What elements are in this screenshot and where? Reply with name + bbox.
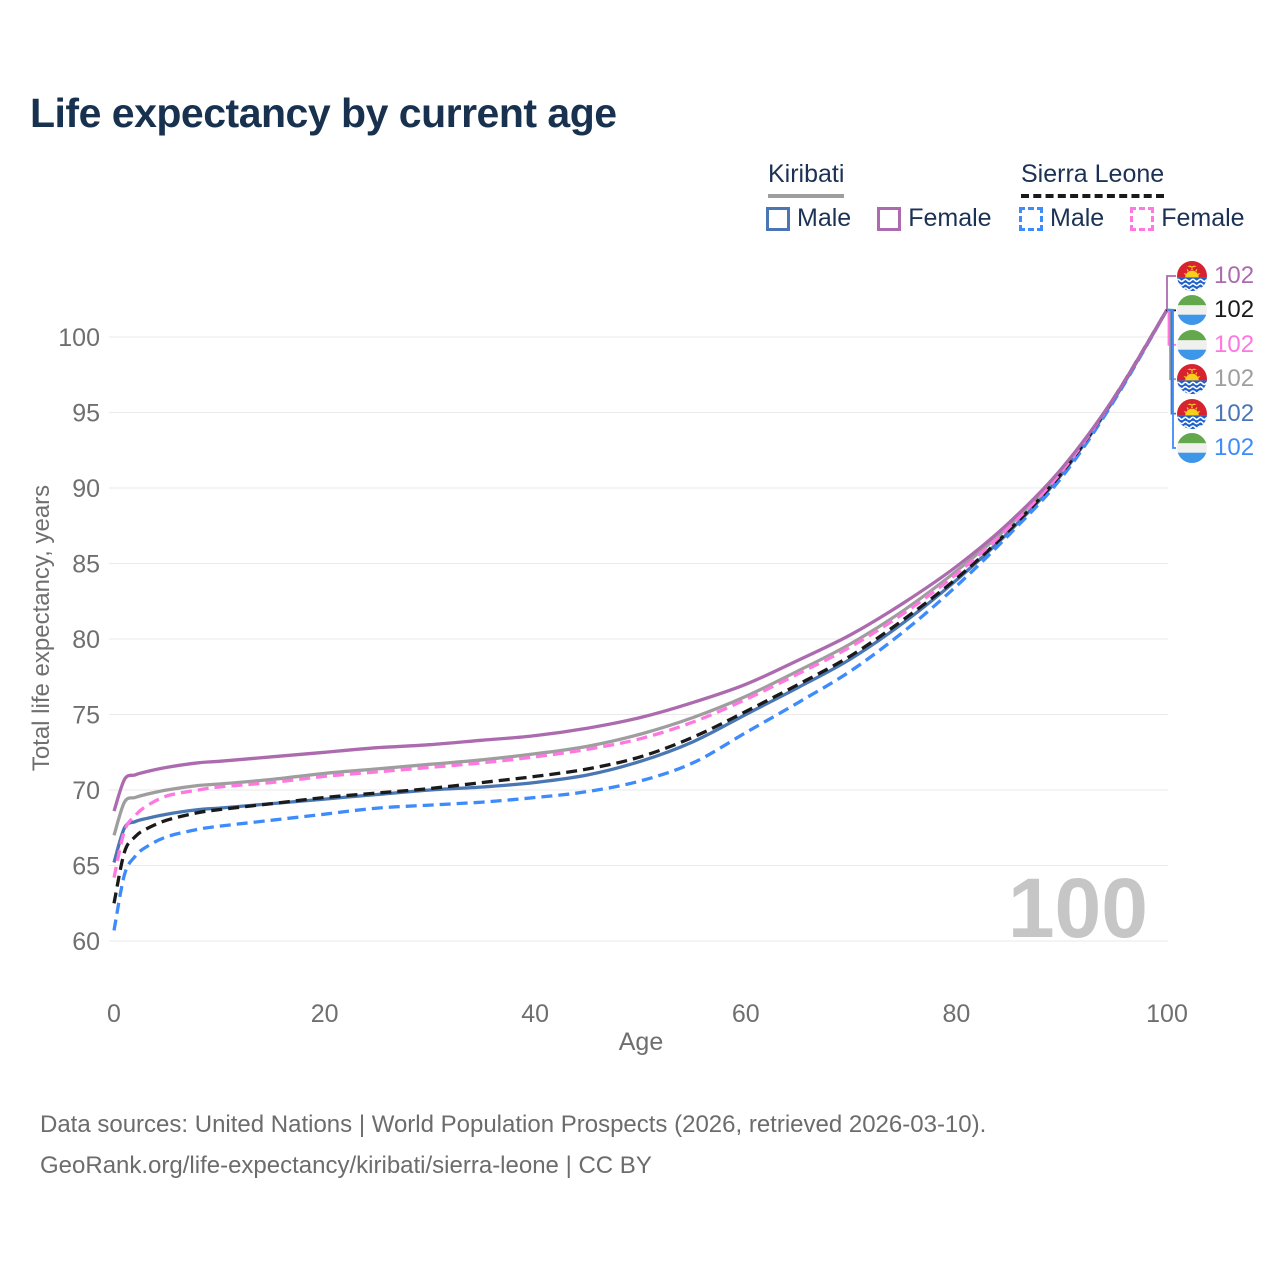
legend-item-label: Female xyxy=(1161,204,1245,232)
legend-item-kiribati-male[interactable]: Male xyxy=(766,204,851,233)
legend-items-sierra-leone: Male Female xyxy=(1019,204,1245,233)
sierra-leone-male-swatch-icon xyxy=(1019,206,1043,231)
end-label-connector-sierra-leone-male xyxy=(1167,308,1176,449)
age-counter-watermark: 100 xyxy=(1007,861,1148,955)
legend-items-kiribati: Male Female xyxy=(766,204,992,233)
legend-group-sierra-leone[interactable]: Sierra Leone xyxy=(1021,160,1165,198)
y-tick-label-65: 65 xyxy=(72,853,100,881)
kiribati-male-swatch-icon xyxy=(766,206,790,231)
y-tick-label-100: 100 xyxy=(58,324,100,352)
y-tick-label-90: 90 xyxy=(72,475,100,503)
legend-item-label: Male xyxy=(1050,204,1105,232)
page-title: Life expectancy by current age xyxy=(30,90,617,136)
y-tick-label-95: 95 xyxy=(72,400,100,428)
legend-item-sierra-leone-female[interactable]: Female xyxy=(1130,204,1245,233)
kiribati-female-swatch-icon xyxy=(877,206,902,231)
legend-item-sierra-leone-male[interactable]: Male xyxy=(1019,204,1104,233)
series-line-kiribati-female[interactable] xyxy=(112,308,1169,812)
x-tick-label-60: 60 xyxy=(732,1000,760,1028)
end-label-connector-kiribati-female xyxy=(1166,275,1176,310)
x-tick-label-80: 80 xyxy=(942,1000,970,1028)
y-tick-label-85: 85 xyxy=(72,551,100,579)
footer-data-sources: Data sources: United Nations | World Pop… xyxy=(40,1111,987,1138)
legend-item-label: Male xyxy=(797,204,852,232)
y-tick-label-80: 80 xyxy=(72,626,100,654)
series-line-sierra-leone-combined[interactable] xyxy=(112,308,1169,904)
series-line-kiribati-male[interactable] xyxy=(112,308,1169,863)
y-tick-label-70: 70 xyxy=(72,777,100,805)
series-line-kiribati-combined[interactable] xyxy=(112,308,1169,836)
x-tick-label-100: 100 xyxy=(1146,1000,1188,1028)
x-axis-label: Age xyxy=(618,1028,664,1056)
legend-item-kiribati-female[interactable]: Female xyxy=(877,204,992,233)
x-tick-label-20: 20 xyxy=(311,1000,339,1028)
y-tick-label-75: 75 xyxy=(72,702,100,730)
sierra-leone-female-swatch-icon xyxy=(1130,206,1155,231)
series-line-sierra-leone-male[interactable] xyxy=(112,308,1169,931)
x-tick-label-40: 40 xyxy=(521,1000,549,1028)
legend-group-kiribati[interactable]: Kiribati xyxy=(768,160,845,198)
footer-attribution[interactable]: GeoRank.org/life-expectancy/kiribati/sie… xyxy=(40,1152,652,1179)
legend-item-label: Female xyxy=(908,204,992,232)
y-tick-label-60: 60 xyxy=(72,928,100,956)
series-line-sierra-leone-female[interactable] xyxy=(112,308,1169,878)
x-tick-label-0: 0 xyxy=(107,1000,121,1028)
footer: Data sources: United Nations | World Pop… xyxy=(40,1104,986,1186)
